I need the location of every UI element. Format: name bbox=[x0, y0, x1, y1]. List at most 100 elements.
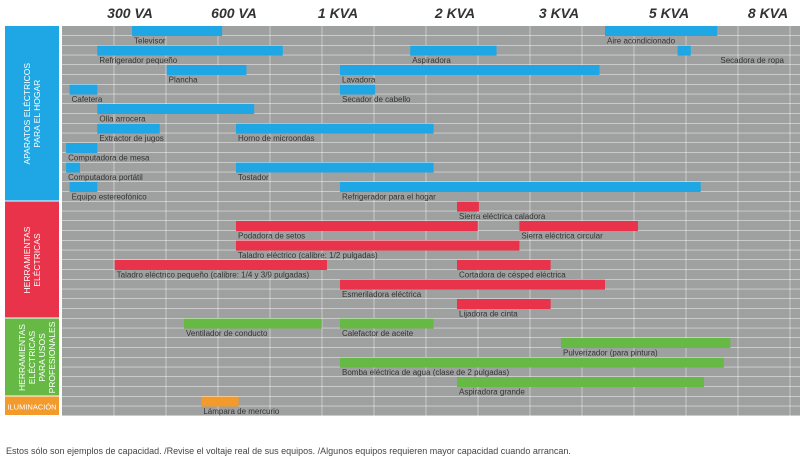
row-stripe bbox=[62, 113, 800, 124]
x-tick-label: 2 KVA bbox=[434, 5, 475, 21]
group-title-line: ELÉCTRICAS bbox=[27, 330, 37, 384]
range-bar bbox=[69, 182, 98, 192]
bar-label: Cafetera bbox=[72, 95, 103, 104]
bar-label: Cortadora de césped eléctrica bbox=[459, 271, 566, 280]
range-bar bbox=[201, 396, 239, 407]
bar-label: Plancha bbox=[169, 76, 198, 85]
range-bar bbox=[236, 221, 478, 231]
range-bar bbox=[66, 143, 98, 153]
group-panel bbox=[5, 201, 59, 318]
group-title-line: ELÉCTRICAS bbox=[32, 233, 42, 287]
bar-label: Sierra eléctrica caladora bbox=[459, 212, 546, 221]
row-stripe bbox=[62, 347, 800, 358]
row-stripe bbox=[62, 104, 800, 114]
bar-label: Lámpara de mercurio bbox=[203, 407, 280, 416]
x-tick-label: 8 KVA bbox=[748, 5, 788, 21]
range-bar bbox=[457, 377, 704, 387]
row-stripe bbox=[62, 211, 800, 221]
row-stripe bbox=[62, 172, 800, 182]
group-panel bbox=[5, 396, 59, 415]
bar-label: Taladro eléctrico pequeño (calibre: 1/4 … bbox=[117, 271, 310, 280]
range-bar bbox=[457, 299, 551, 309]
bar-label: Extractor de jugos bbox=[99, 134, 163, 143]
group-panel bbox=[5, 318, 59, 396]
group-panel bbox=[5, 26, 59, 201]
bar-label: Computadora portátil bbox=[68, 173, 143, 182]
row-stripe bbox=[62, 377, 800, 387]
row-stripe bbox=[62, 269, 800, 280]
group-title-line: PARA USOS bbox=[37, 333, 47, 382]
range-bar bbox=[97, 123, 160, 134]
row-stripe bbox=[62, 191, 800, 202]
range-bar bbox=[340, 182, 701, 192]
row-stripe bbox=[62, 201, 800, 211]
x-tick-label: 5 KVA bbox=[649, 5, 689, 21]
bar-label: Esmeriladora eléctrica bbox=[342, 290, 422, 299]
row-stripe bbox=[62, 299, 800, 309]
row-stripe bbox=[62, 260, 800, 270]
bar-label: Secadora de ropa bbox=[720, 56, 784, 65]
x-tick-label: 3 KVA bbox=[539, 5, 579, 21]
range-bar bbox=[66, 162, 80, 173]
row-stripe bbox=[62, 396, 800, 406]
bar-label: Aspiradora bbox=[412, 56, 451, 65]
range-bar bbox=[519, 221, 638, 231]
row-stripe bbox=[62, 74, 800, 85]
x-tick-label: 600 VA bbox=[211, 5, 257, 21]
row-stripe bbox=[62, 152, 800, 163]
range-bar bbox=[457, 260, 551, 270]
bar-label: Televisor bbox=[134, 37, 166, 46]
range-bar bbox=[561, 338, 731, 348]
range-bar bbox=[457, 201, 479, 212]
bar-label: Pulverizador (para pintura) bbox=[563, 349, 658, 358]
range-bar bbox=[340, 84, 376, 95]
group-title-line: PARA EL HOGAR bbox=[32, 80, 42, 148]
range-bar bbox=[97, 104, 255, 114]
row-stripe bbox=[62, 55, 800, 65]
range-bar bbox=[132, 26, 223, 36]
bar-label: Bomba eléctrica de agua (clase de 2 pulg… bbox=[342, 368, 510, 377]
group-title-line: PROFESIONALES bbox=[47, 321, 57, 393]
range-bar bbox=[340, 279, 605, 290]
range-bar bbox=[236, 240, 520, 251]
bar-label: Computadora de mesa bbox=[68, 154, 150, 163]
group-title-line: HERRAMIENTAS bbox=[22, 226, 32, 293]
range-bar bbox=[236, 123, 434, 134]
row-stripe bbox=[62, 84, 800, 94]
bar-label: Tostador bbox=[238, 173, 269, 182]
bar-label: Aspiradora grande bbox=[459, 388, 525, 397]
row-stripe bbox=[62, 386, 800, 397]
range-bar bbox=[114, 260, 328, 270]
row-stripe bbox=[62, 143, 800, 153]
bar-label: Sierra eléctrica circular bbox=[521, 232, 603, 241]
range-bar bbox=[184, 318, 322, 329]
bar-label: Lavadora bbox=[342, 76, 376, 85]
bar-label: Lijadora de cinta bbox=[459, 310, 518, 319]
footnote: Estos sólo son ejemplos de capacidad. /R… bbox=[6, 446, 571, 456]
row-stripe bbox=[62, 250, 800, 260]
bar-label: Refrigerador pequeño bbox=[99, 56, 177, 65]
bar-label: Refrigerador para el hogar bbox=[342, 193, 436, 202]
range-bar bbox=[236, 162, 434, 173]
row-stripe bbox=[62, 406, 800, 416]
range-bar bbox=[340, 65, 600, 75]
row-stripe bbox=[62, 26, 800, 36]
range-bar bbox=[340, 318, 434, 329]
row-stripe bbox=[62, 94, 800, 104]
group-title: APARATOS ELÉCTRICOSPARA EL HOGAR bbox=[22, 63, 42, 165]
group-title: HERRAMIENTASELÉCTRICASPARA USOSPROFESION… bbox=[17, 321, 57, 393]
row-stripe bbox=[62, 35, 800, 46]
bar-label: Calefactor de aceite bbox=[342, 329, 414, 338]
row-stripe bbox=[62, 133, 800, 143]
group-title: HERRAMIENTASELÉCTRICAS bbox=[22, 226, 42, 293]
row-stripe bbox=[62, 308, 800, 319]
row-stripe bbox=[62, 230, 800, 241]
row-stripe bbox=[62, 289, 800, 299]
group-title-line: APARATOS ELÉCTRICOS bbox=[22, 63, 32, 165]
bar-label: Podadora de setos bbox=[238, 232, 305, 241]
bar-label: Ventilador de conducto bbox=[186, 329, 268, 338]
row-stripe bbox=[62, 338, 800, 348]
group-title: ILUMINACIÓN bbox=[7, 402, 56, 411]
range-bar bbox=[605, 26, 718, 36]
